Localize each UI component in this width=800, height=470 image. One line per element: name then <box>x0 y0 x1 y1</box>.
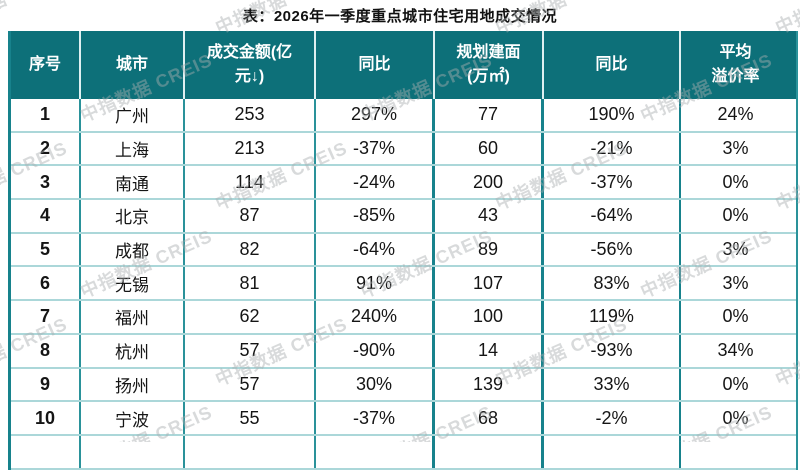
header-cell-1: 城市 <box>81 31 185 99</box>
table-cell: 60 <box>435 132 544 165</box>
table-cell: -93% <box>544 334 681 367</box>
table-cell: 57 <box>185 368 316 401</box>
table-cell: 68 <box>435 402 544 434</box>
table-cell: -24% <box>316 166 435 199</box>
table-cell: 无锡 <box>81 267 185 300</box>
table-cell: 扬州 <box>81 368 185 401</box>
table-cell: 139 <box>435 368 544 401</box>
table-cell: -21% <box>544 132 681 165</box>
table-cell: 91% <box>316 267 435 300</box>
table-cell: 89 <box>435 233 544 266</box>
table-cell <box>316 435 435 468</box>
table-cell: -85% <box>316 200 435 232</box>
table-cell: 3 <box>11 166 81 199</box>
table-cell <box>435 435 544 468</box>
table-cell: 1 <box>11 99 81 131</box>
header-cell-2: 成交金额(亿 元↓) <box>185 31 316 99</box>
table-cell: 0% <box>722 171 749 192</box>
table-row: 6 无锡 81 91% 107 83% 3% <box>11 267 796 302</box>
table-cell: 81 <box>185 267 316 300</box>
table-cell: 34% <box>717 340 754 361</box>
table-cell: 0% <box>722 373 749 394</box>
table-cell: 3% <box>722 272 749 293</box>
table-cell: 55 <box>185 402 316 434</box>
table-cell: 107 <box>435 267 544 300</box>
table-cell: 宁波 <box>81 402 185 434</box>
table-cell: 成都 <box>81 233 185 266</box>
table-row: 3 南通 114 -24% 200 -37% 0% <box>11 166 796 201</box>
table-row: 10 宁波 55 -37% 68 -2% 0% <box>11 402 796 436</box>
table-cell: 253 <box>185 99 316 131</box>
table-cell: 7 <box>11 301 81 333</box>
table-cell: -56% <box>544 233 681 266</box>
table-cell: 北京 <box>81 200 185 232</box>
table-cell: 43 <box>435 200 544 232</box>
table-row: 7 福州 62 240% 100 119% 0% <box>11 301 796 335</box>
table-cell: 杭州 <box>81 334 185 367</box>
table-cell: 82 <box>185 233 316 266</box>
page-title: 表：2026年一季度重点城市住宅用地成交情况 <box>242 8 558 25</box>
table-cell: 10 <box>11 402 81 434</box>
header-cell-6: 平均 溢价率 <box>711 44 760 85</box>
table-cell: 77 <box>435 99 544 131</box>
table-cell: -90% <box>316 334 435 367</box>
table-row: 2 上海 213 -37% 60 -21% 3% <box>11 132 796 167</box>
table-cell: 广州 <box>81 99 185 131</box>
table-row: 4 北京 87 -85% 43 -64% 0% <box>11 200 796 234</box>
table-cell <box>681 436 790 468</box>
header-cell-5: 同比 <box>544 31 681 99</box>
table-cell: 24% <box>717 104 754 125</box>
table-cell: -37% <box>544 166 681 199</box>
table-cell: 240% <box>316 301 435 333</box>
table-cell: 200 <box>435 166 544 199</box>
table-row: 5 成都 82 -64% 89 -56% 3% <box>11 233 796 268</box>
table-header-row: 序号 城市 成交金额(亿 元↓) 同比 规划建面 (万㎡) 同比 平均 溢价率 <box>11 31 796 99</box>
table-cell: -2% <box>544 402 681 434</box>
table-cell: 上海 <box>81 132 185 165</box>
table-cell: 83% <box>544 267 681 300</box>
table-row <box>11 435 796 470</box>
table-cell: -64% <box>544 200 681 232</box>
table-cell: 33% <box>544 368 681 401</box>
table-cell: 8 <box>11 334 81 367</box>
table-cell: 0% <box>722 205 749 226</box>
table-cell: -37% <box>316 132 435 165</box>
table-cell: 3% <box>722 239 749 260</box>
table-cell: 62 <box>185 301 316 333</box>
table-cell <box>81 435 185 468</box>
table-cell <box>544 435 681 468</box>
table-cell: 30% <box>316 368 435 401</box>
table-cell: 2 <box>11 132 81 165</box>
table-cell: 119% <box>544 301 681 333</box>
table-cell: 5 <box>11 233 81 266</box>
table-cell: 87 <box>185 200 316 232</box>
table-body: 1 广州 253 297% 77 190% 24% 2 上海 213 -37% 60 -21% 3% 3 南通… <box>11 99 796 470</box>
table-cell: 100 <box>435 301 544 333</box>
land-transaction-table: 序号 城市 成交金额(亿 元↓) 同比 规划建面 (万㎡) 同比 平均 溢价率 1 广州 253… <box>8 31 798 470</box>
table-cell: 福州 <box>81 301 185 333</box>
table-row: 8 杭州 57 -90% 14 -93% 34% <box>11 334 796 369</box>
table-cell: 0% <box>722 306 749 327</box>
header-cell-0: 序号 <box>11 31 81 99</box>
table-row: 1 广州 253 297% 77 190% 24% <box>11 99 796 133</box>
table-cell: -64% <box>316 233 435 266</box>
table-cell: 297% <box>316 99 435 131</box>
table-cell: 14 <box>435 334 544 367</box>
table-cell: 4 <box>11 200 81 232</box>
table-cell: 6 <box>11 267 81 300</box>
table-cell <box>11 435 81 468</box>
table-row: 9 扬州 57 30% 139 33% 0% <box>11 368 796 403</box>
table-cell <box>185 435 316 468</box>
header-cell-3: 同比 <box>316 31 435 99</box>
table-cell: 114 <box>185 166 316 199</box>
table-cell: 3% <box>722 138 749 159</box>
table-cell: 南通 <box>81 166 185 199</box>
table-cell: -37% <box>316 402 435 434</box>
table-cell: 213 <box>185 132 316 165</box>
table-cell: 9 <box>11 368 81 401</box>
table-cell: 0% <box>722 407 749 428</box>
table-cell: 190% <box>544 99 681 131</box>
header-cell-4: 规划建面 (万㎡) <box>435 31 544 99</box>
table-cell: 57 <box>185 334 316 367</box>
